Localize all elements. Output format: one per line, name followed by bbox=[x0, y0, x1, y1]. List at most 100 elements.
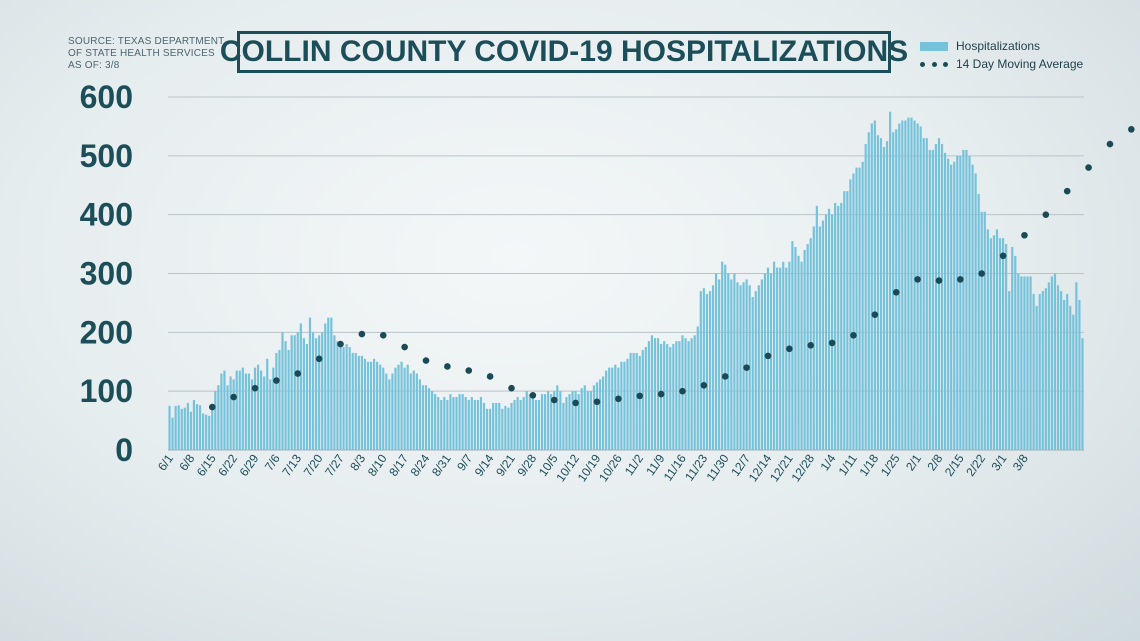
bar bbox=[705, 294, 709, 450]
bar bbox=[1053, 273, 1057, 450]
bar bbox=[241, 367, 244, 450]
bar bbox=[253, 367, 257, 450]
bar bbox=[757, 285, 760, 450]
bar bbox=[177, 405, 180, 450]
x-tick-label: 1/11 bbox=[836, 451, 861, 478]
bar bbox=[369, 361, 373, 450]
bar bbox=[782, 261, 785, 450]
bar bbox=[342, 347, 345, 450]
bar bbox=[1075, 282, 1078, 450]
bar bbox=[632, 352, 635, 450]
bar bbox=[821, 220, 825, 450]
bar bbox=[834, 202, 837, 450]
x-tick-label: 6/29 bbox=[237, 451, 262, 478]
bar bbox=[708, 291, 712, 450]
bar bbox=[272, 367, 275, 450]
moving-average-point bbox=[422, 357, 430, 364]
bar bbox=[550, 394, 553, 450]
bar bbox=[1035, 305, 1038, 450]
x-tick-label: 8/24 bbox=[408, 451, 433, 478]
bar bbox=[1038, 294, 1041, 450]
bar bbox=[397, 364, 400, 450]
bar bbox=[678, 341, 681, 450]
x-tick-label: 7/27 bbox=[322, 451, 347, 478]
moving-average-point bbox=[786, 345, 793, 353]
y-tick-label-200: 200 bbox=[80, 314, 133, 350]
moving-average-point bbox=[230, 393, 237, 401]
bar bbox=[333, 335, 336, 450]
bar bbox=[376, 361, 379, 450]
bar bbox=[534, 399, 538, 450]
bar bbox=[968, 155, 971, 451]
bar bbox=[485, 408, 489, 450]
bar bbox=[629, 352, 632, 450]
bar bbox=[974, 173, 977, 450]
bar bbox=[345, 344, 348, 450]
bar bbox=[598, 379, 602, 450]
bar bbox=[980, 211, 983, 450]
bar bbox=[412, 370, 415, 450]
bar bbox=[803, 249, 806, 450]
bar bbox=[669, 347, 672, 450]
bar bbox=[366, 361, 370, 450]
bar bbox=[1069, 305, 1072, 450]
bar bbox=[736, 282, 739, 450]
moving-average-point bbox=[593, 398, 601, 406]
bar bbox=[653, 338, 657, 450]
x-tick-label: 11/2 bbox=[622, 451, 647, 478]
bar bbox=[873, 120, 876, 451]
bar bbox=[714, 273, 718, 450]
bar bbox=[650, 335, 654, 450]
bar bbox=[318, 335, 321, 450]
bar bbox=[293, 335, 296, 450]
moving-average-point bbox=[273, 377, 280, 384]
bar bbox=[348, 347, 351, 450]
bar bbox=[931, 149, 934, 450]
bar bbox=[195, 404, 199, 450]
bar bbox=[388, 379, 391, 450]
bar bbox=[235, 370, 238, 450]
bar bbox=[501, 408, 504, 450]
bar bbox=[824, 214, 828, 450]
bar bbox=[296, 332, 299, 450]
bar bbox=[971, 164, 974, 451]
bar bbox=[562, 402, 565, 450]
bar bbox=[776, 267, 779, 450]
bar bbox=[1081, 338, 1084, 450]
bar bbox=[901, 120, 904, 451]
y-tick-label-300: 300 bbox=[80, 256, 133, 292]
bar bbox=[1066, 294, 1069, 450]
bar bbox=[479, 397, 483, 450]
bar bbox=[623, 361, 626, 450]
bar bbox=[275, 352, 278, 450]
x-tick-label: 7/13 bbox=[279, 451, 304, 478]
x-tick-label: 6/22 bbox=[215, 451, 240, 478]
bar bbox=[718, 279, 721, 450]
moving-average-point bbox=[679, 387, 686, 395]
bar bbox=[638, 355, 641, 450]
bar bbox=[574, 391, 577, 450]
bar bbox=[202, 413, 205, 450]
bar bbox=[250, 379, 254, 450]
bar bbox=[791, 241, 794, 450]
bar bbox=[174, 405, 177, 450]
y-tick-label-0: 0 bbox=[115, 432, 133, 468]
moving-average-point bbox=[764, 352, 772, 360]
bar bbox=[354, 352, 357, 450]
bar bbox=[467, 399, 470, 450]
moving-average-point bbox=[999, 252, 1007, 260]
bar bbox=[531, 397, 534, 450]
moving-average-point bbox=[700, 381, 708, 389]
bar bbox=[635, 352, 638, 450]
bar bbox=[302, 338, 305, 450]
bar bbox=[898, 123, 901, 450]
moving-average-point bbox=[957, 276, 964, 283]
bar bbox=[299, 323, 302, 450]
bar bbox=[357, 355, 360, 450]
bar bbox=[800, 261, 803, 450]
chart-title-box: COLLIN COUNTY COVID-19 HOSPITALIZATIONS bbox=[220, 31, 908, 73]
bar bbox=[675, 341, 678, 450]
bar bbox=[427, 388, 431, 450]
x-tick-label: 9/21 bbox=[493, 451, 518, 478]
bar bbox=[1044, 288, 1047, 450]
